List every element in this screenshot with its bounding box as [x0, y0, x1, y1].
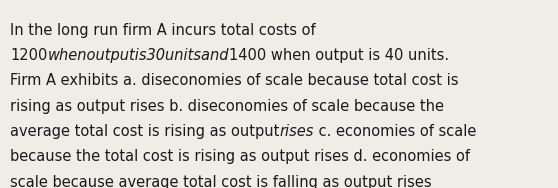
Text: 1400 when output is 40 units.: 1400 when output is 40 units.: [229, 48, 449, 63]
Text: whenoutputis30unitsand: whenoutputis30unitsand: [47, 48, 229, 63]
Text: scale because average total cost is falling as output rises: scale because average total cost is fall…: [10, 175, 432, 188]
Text: average total cost is rising as output: average total cost is rising as output: [10, 124, 280, 139]
Text: In the long run firm A incurs total costs of: In the long run firm A incurs total cost…: [10, 23, 320, 38]
Text: Firm A exhibits a. diseconomies of scale because total cost is: Firm A exhibits a. diseconomies of scale…: [10, 73, 459, 88]
Text: 1200: 1200: [10, 48, 47, 63]
Text: c. economies of scale: c. economies of scale: [314, 124, 476, 139]
Text: rises: rises: [280, 124, 314, 139]
Text: rising as output rises b. diseconomies of scale because the: rising as output rises b. diseconomies o…: [10, 99, 444, 114]
Text: because the total cost is rising as output rises d. economies of: because the total cost is rising as outp…: [10, 149, 470, 164]
